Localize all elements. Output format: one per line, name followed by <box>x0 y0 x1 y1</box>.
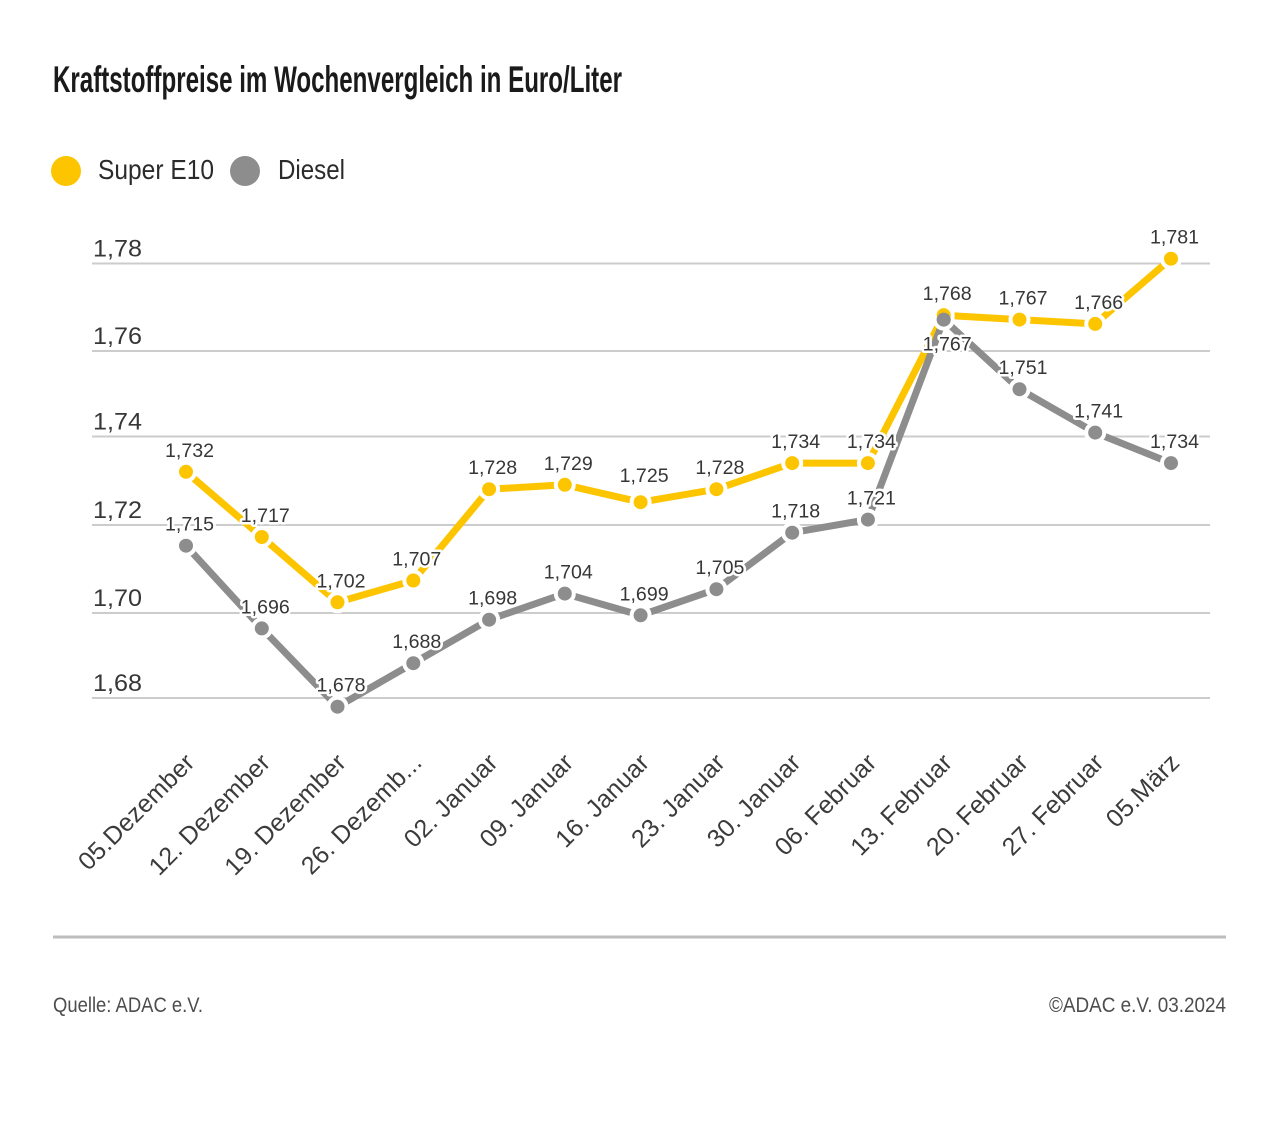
svg-text:Quelle: ADAC e.V.: Quelle: ADAC e.V. <box>53 994 203 1017</box>
svg-text:1,734: 1,734 <box>847 432 896 453</box>
svg-text:1,74: 1,74 <box>93 409 142 436</box>
svg-text:1,725: 1,725 <box>620 466 669 487</box>
svg-text:Super E10: Super E10 <box>98 154 214 185</box>
svg-text:1,76: 1,76 <box>93 323 142 350</box>
svg-text:1,717: 1,717 <box>241 506 290 527</box>
svg-text:1,678: 1,678 <box>317 676 366 697</box>
svg-text:1,72: 1,72 <box>93 497 142 524</box>
svg-text:1,734: 1,734 <box>1150 432 1199 453</box>
svg-text:1,718: 1,718 <box>771 502 820 523</box>
svg-text:1,704: 1,704 <box>544 563 593 584</box>
svg-text:1,696: 1,696 <box>241 597 290 618</box>
svg-text:1,728: 1,728 <box>468 458 517 479</box>
svg-text:1,734: 1,734 <box>771 432 820 453</box>
svg-text:1,68: 1,68 <box>93 670 142 697</box>
svg-text:1,766: 1,766 <box>1074 293 1123 314</box>
svg-text:1,707: 1,707 <box>392 550 441 571</box>
svg-text:©ADAC e.V. 03.2024: ©ADAC e.V. 03.2024 <box>1049 994 1226 1017</box>
svg-text:1,768: 1,768 <box>923 284 972 305</box>
svg-text:1,715: 1,715 <box>165 515 214 536</box>
svg-text:1,767: 1,767 <box>923 335 972 356</box>
svg-text:1,78: 1,78 <box>93 236 142 263</box>
svg-text:1,702: 1,702 <box>317 571 366 592</box>
svg-text:1,698: 1,698 <box>468 589 517 610</box>
svg-text:1,767: 1,767 <box>999 289 1048 310</box>
svg-text:Diesel: Diesel <box>278 154 345 185</box>
svg-text:1,729: 1,729 <box>544 454 593 475</box>
svg-text:Kraftstoffpreise im Wochenverg: Kraftstoffpreise im Wochenvergleich in E… <box>53 59 622 100</box>
svg-text:1,751: 1,751 <box>999 358 1048 379</box>
svg-text:1,70: 1,70 <box>93 585 142 612</box>
svg-text:1,741: 1,741 <box>1074 402 1123 423</box>
svg-text:1,699: 1,699 <box>620 584 669 605</box>
svg-text:1,705: 1,705 <box>695 558 744 579</box>
svg-text:1,781: 1,781 <box>1150 228 1199 249</box>
svg-text:1,732: 1,732 <box>165 441 214 462</box>
svg-text:1,728: 1,728 <box>695 458 744 479</box>
svg-text:1,721: 1,721 <box>847 489 896 510</box>
svg-text:1,688: 1,688 <box>392 632 441 653</box>
